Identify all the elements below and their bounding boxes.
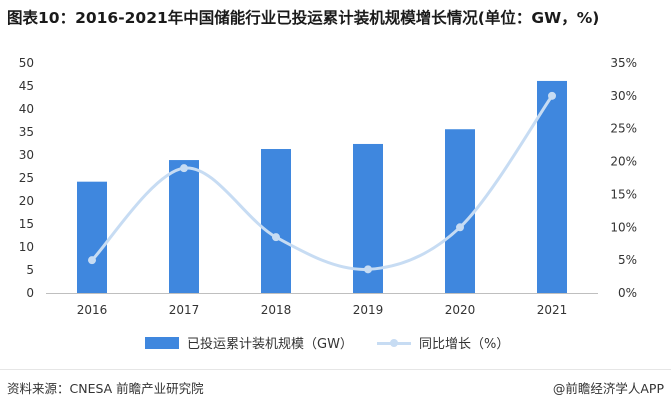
y-left-tick-label: 35 <box>19 125 34 139</box>
y-left-tick-label: 15 <box>19 217 34 231</box>
x-tick-label: 2018 <box>261 303 292 317</box>
growth-point <box>180 164 188 173</box>
y-left-tick-label: 20 <box>19 194 34 208</box>
growth-point <box>548 91 556 100</box>
footer-divider <box>0 369 671 370</box>
x-tick-label: 2020 <box>445 303 476 317</box>
bar <box>169 160 199 293</box>
y-left-tick-label: 30 <box>19 148 34 162</box>
y-right-tick-label: 0% <box>618 286 637 300</box>
y-left-tick-label: 45 <box>19 79 34 93</box>
y-right-tick-label: 35% <box>610 56 637 70</box>
legend-line-swatch <box>377 337 411 349</box>
x-tick-label: 2021 <box>537 303 568 317</box>
legend-item-bar: 已投运累计装机规模（GW） <box>145 333 353 352</box>
y-left-tick-label: 10 <box>19 240 34 254</box>
y-left-tick-label: 50 <box>19 56 34 70</box>
growth-point <box>272 233 280 242</box>
y-left-tick-label: 25 <box>19 171 34 185</box>
bar <box>445 129 475 293</box>
bar <box>261 149 291 293</box>
y-left-tick-label: 0 <box>26 286 34 300</box>
y-right-tick-label: 15% <box>610 187 637 201</box>
y-right-tick-label: 10% <box>610 220 637 234</box>
growth-point <box>88 256 96 265</box>
growth-line <box>90 94 554 271</box>
x-tick-label: 2019 <box>353 303 384 317</box>
y-right-tick-label: 25% <box>610 122 637 136</box>
legend-bar-swatch <box>145 336 179 349</box>
bar <box>77 181 107 293</box>
chart-title: 图表10：2016-2021年中国储能行业已投运累计装机规模增长情况(单位：GW… <box>7 9 600 27</box>
growth-point <box>364 265 372 274</box>
x-tick-label: 2017 <box>169 303 200 317</box>
source-note: 资料来源：CNESA 前瞻产业研究院 <box>7 381 204 396</box>
y-right-tick-label: 30% <box>610 89 637 103</box>
brand-label: @前瞻经济学人APP <box>552 381 664 396</box>
x-tick-label: 2016 <box>77 303 108 317</box>
y-left-tick-label: 5 <box>26 263 34 277</box>
growth-point <box>456 223 464 232</box>
y-right-tick-label: 5% <box>618 253 637 267</box>
y-left-tick-label: 40 <box>19 102 34 116</box>
legend-bar-label: 已投运累计装机规模（GW） <box>187 337 353 352</box>
y-right-tick-label: 20% <box>610 155 637 169</box>
legend-line-label: 同比增长（%） <box>419 337 510 352</box>
legend-item-line: 同比增长（%） <box>377 333 509 352</box>
bar <box>537 80 567 293</box>
